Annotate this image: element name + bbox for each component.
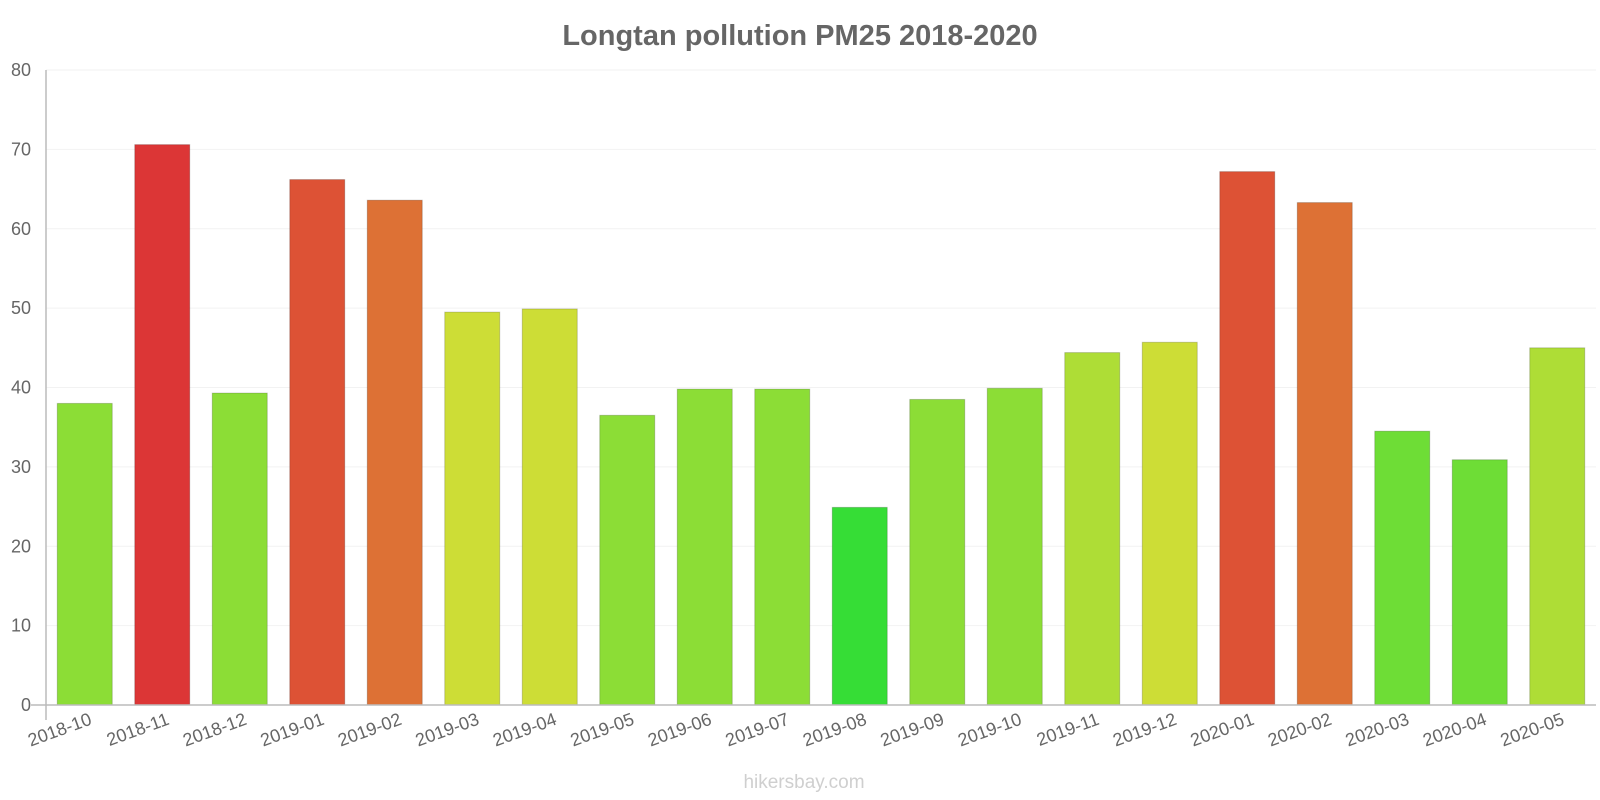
x-tick-label: 2019-01 [258,709,327,750]
bar-2018-11[interactable] [134,144,191,706]
x-tick-label: 2020-03 [1343,709,1412,750]
y-tick-label: 10 [11,616,31,636]
x-tick-label: 2019-09 [878,709,947,750]
y-tick-label: 50 [11,298,31,318]
y-tick-label: 30 [11,457,31,477]
x-tick-label: 2019-05 [568,709,637,750]
bar-2019-05[interactable] [599,414,656,706]
bar-2019-03[interactable] [444,311,501,706]
bar-2019-10[interactable] [986,387,1043,706]
y-tick-label: 70 [11,139,31,159]
bar-2020-05[interactable] [1529,347,1586,706]
bar-2018-10[interactable] [56,402,113,706]
bar-2019-02[interactable] [366,199,423,706]
bar-2020-01[interactable] [1219,171,1276,706]
bar-2019-04[interactable] [521,308,578,706]
y-axis-ticks: 0 10 20 30 40 50 60 70 80 [11,60,31,715]
bar-2020-02[interactable] [1296,202,1353,706]
x-tick-label: 2018-11 [104,709,172,750]
y-tick-label: 80 [11,60,31,80]
bar-2019-06[interactable] [676,388,733,706]
x-tick-label: 2019-08 [800,709,869,750]
bar-2020-04[interactable] [1451,459,1508,706]
x-tick-label: 2020-01 [1188,709,1257,750]
x-tick-label: 2018-10 [25,709,94,750]
bars [56,144,1586,706]
x-tick-label: 2019-02 [335,709,404,750]
x-tick-label: 2018-12 [180,709,249,750]
y-tick-label: 20 [11,536,31,556]
axes [31,70,1596,720]
y-tick-label: 60 [11,219,31,239]
bar-2019-09[interactable] [909,398,966,706]
y-tick-label: 0 [21,695,31,715]
x-tick-label: 2019-07 [723,709,792,750]
x-tick-label: 2019-12 [1110,709,1179,750]
y-tick-label: 40 [11,378,31,398]
bar-2019-08[interactable] [831,506,888,706]
x-tick-label: 2020-04 [1420,709,1489,750]
x-tick-label: 2019-11 [1034,709,1102,750]
x-tick-label: 2020-02 [1265,709,1334,750]
x-tick-label: 2019-06 [645,709,714,750]
chart-title: Longtan pollution PM25 2018-2020 [562,20,1037,52]
bar-2019-12[interactable] [1141,341,1198,706]
grid-lines [46,69,1596,627]
x-tick-label: 2020-05 [1498,709,1567,750]
bar-2018-12[interactable] [211,392,268,706]
x-tick-label: 2019-10 [955,709,1024,750]
bar-2019-11[interactable] [1064,352,1121,706]
bar-2020-03[interactable] [1374,430,1431,706]
watermark: hikersbay.com [743,772,864,793]
bar-2019-07[interactable] [754,388,811,706]
x-tick-label: 2019-04 [490,709,559,750]
x-tick-label: 2019-03 [413,709,482,750]
bar-2019-01[interactable] [289,179,346,706]
x-axis-ticks: 2018-10 2018-11 2018-12 2019-01 2019-02 2019-… [25,709,1566,750]
